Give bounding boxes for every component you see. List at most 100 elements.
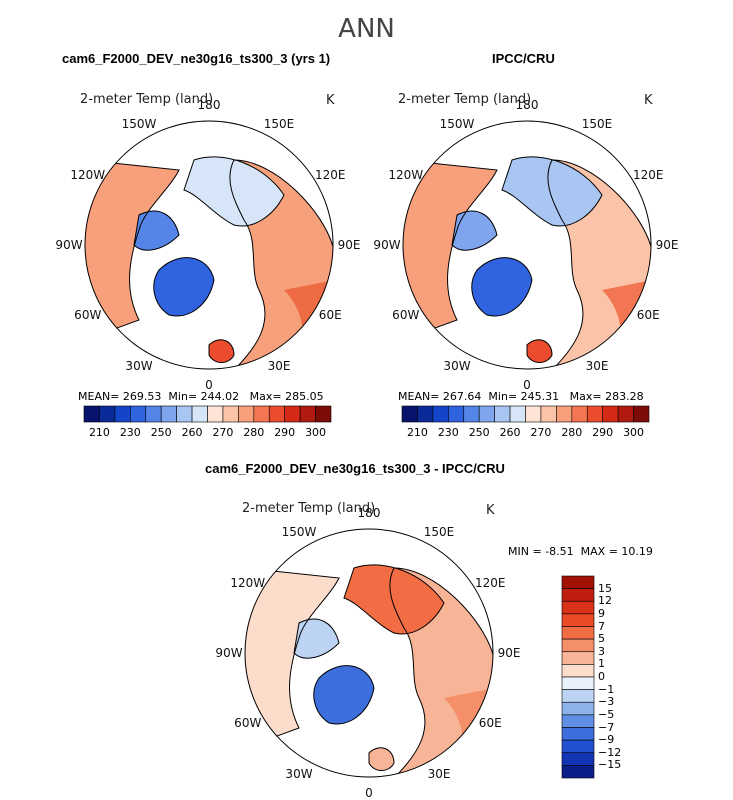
colorbar-swatch (176, 405, 193, 423)
panel-1-variable: 2-meter Temp (land) (80, 92, 214, 107)
panel-2-variable: 2-meter Temp (land) (398, 92, 532, 107)
coastline (245, 567, 340, 749)
coastline (343, 564, 445, 635)
mean-label: MEAN= (78, 390, 120, 403)
colorbar-swatch (160, 405, 177, 423)
colorbar-swatch (83, 405, 100, 423)
lon-label: 180 (515, 98, 539, 112)
colorbar-tick-label: 280 (243, 426, 265, 439)
colorbar-tick-label: −3 (598, 695, 615, 709)
colorbar-swatch (509, 405, 526, 423)
greenland-land (153, 257, 214, 316)
canadian-arctic-land (134, 211, 179, 251)
greenland-land (471, 257, 532, 316)
max-value: 283.28 (605, 390, 644, 403)
colorbar-tick-label: 230 (437, 426, 459, 439)
colorbar-tick-label: 210 (88, 426, 110, 439)
coastline (183, 156, 285, 227)
lon-label: 180 (357, 506, 381, 520)
lon-label: 150E (581, 116, 613, 131)
max-label: Max= (569, 390, 602, 403)
mean-value: 269.53 (122, 390, 162, 403)
panel-2-colorbar (401, 405, 650, 423)
colorbar-swatch (561, 626, 595, 640)
min-value: -8.51 (545, 545, 574, 558)
lon-label: 60E (636, 308, 660, 322)
colorbar-swatch (586, 405, 603, 423)
panel-2-title: IPCC/CRU (492, 51, 555, 66)
colorbar-swatch (284, 405, 301, 423)
panel-1-colorbar (83, 405, 332, 423)
max-label: Max= (249, 390, 282, 403)
colorbar-swatch (561, 575, 595, 589)
colorbar-tick-label: 300 (623, 426, 645, 439)
coastline (229, 159, 333, 369)
min-label: Min= (488, 390, 518, 403)
lon-label: 30E (427, 767, 451, 782)
lon-label: 60W (234, 716, 262, 730)
colorbar-tick-label: 270 (212, 426, 234, 439)
lon-label: 120E (632, 168, 664, 182)
colorbar-tick-label: 280 (561, 426, 583, 439)
colorbar-swatch (561, 727, 595, 741)
colorbar-swatch (561, 613, 595, 627)
colorbar-tick-label: −15 (598, 758, 622, 772)
colorbar-tick-label: 300 (305, 426, 327, 439)
lon-label: 120W (230, 576, 266, 590)
lon-label: 0 (205, 378, 213, 392)
colorbar-tick-label: 290 (274, 426, 296, 439)
figure-title: ANN (338, 14, 395, 44)
colorbar-swatch (299, 405, 316, 423)
colorbar-tick-label: 260 (499, 426, 521, 439)
panel-3-polar-map (244, 528, 494, 778)
colorbar-tick-label: 1 (598, 657, 605, 671)
map-boundary (244, 528, 494, 778)
panel-3-colorbar (561, 575, 595, 779)
colorbar-tick-label: 7 (598, 619, 605, 633)
europe-land (209, 339, 234, 363)
colorbar-swatch (222, 405, 239, 423)
colorbar-tick-label: 260 (181, 426, 203, 439)
coastline (313, 665, 375, 725)
lon-label: 90W (55, 238, 83, 252)
lon-label: 60W (74, 308, 102, 322)
colorbar-swatch (561, 638, 595, 653)
colorbar-tick-label: 12 (598, 594, 612, 608)
lon-label: 0 (523, 378, 531, 392)
lon-label: 30E (267, 359, 291, 374)
colorbar-tick-label: 0 (598, 670, 605, 683)
colorbar-swatch (207, 405, 224, 423)
coastline (293, 618, 340, 659)
coastline (451, 210, 498, 251)
colorbar-swatch (561, 676, 595, 690)
colorbar-tick-label: −9 (598, 733, 615, 747)
colorbar-tick-label: 15 (598, 581, 612, 595)
colorbar-swatch (561, 701, 595, 716)
panel-3-variable: 2-meter Temp (land) (242, 501, 376, 516)
colorbar-tick-label: 270 (530, 426, 552, 439)
panel-1-units: K (326, 93, 335, 108)
max-label: MAX = (580, 545, 618, 558)
north-america-land (403, 160, 497, 340)
mean-label: MEAN= (398, 390, 440, 403)
min-value: 245.31 (520, 390, 560, 403)
colorbar-swatch (561, 714, 595, 728)
lon-label: 150W (281, 524, 317, 539)
lon-label: 90W (215, 646, 243, 660)
coastline (133, 210, 180, 251)
lon-label: 30E (585, 359, 609, 374)
colorbar-swatch (401, 405, 418, 423)
colorbar-tick-label: 290 (592, 426, 614, 439)
lon-label: 90E (337, 238, 361, 252)
colorbar-tick-label: 3 (598, 644, 605, 658)
lon-label: 60E (318, 308, 342, 322)
colorbar-tick-label: −5 (598, 707, 615, 721)
colorbar-swatch (145, 405, 162, 423)
lon-label: 150W (439, 116, 475, 131)
north-america-land (245, 568, 339, 748)
europe-land (369, 747, 394, 771)
colorbar-tick-label: 5 (598, 632, 605, 646)
colorbar-swatch (448, 405, 465, 423)
greenland-land (313, 665, 374, 724)
colorbar-swatch (561, 588, 595, 602)
